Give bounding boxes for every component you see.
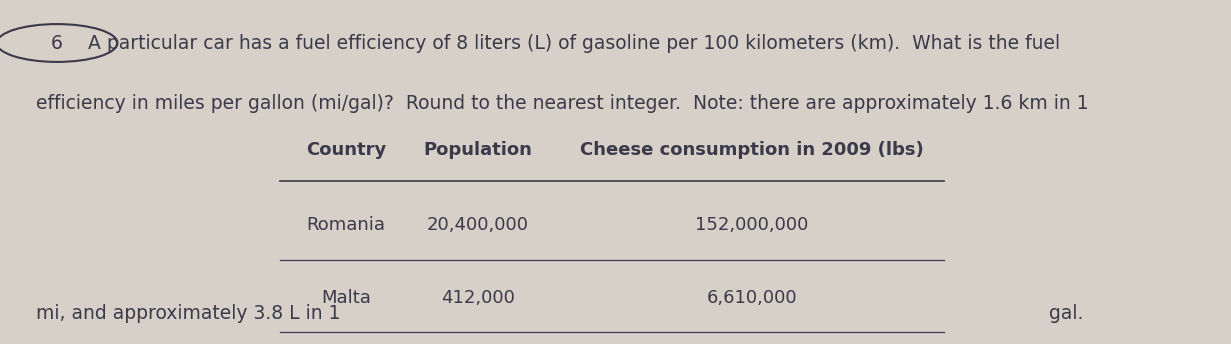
Text: 152,000,000: 152,000,000 <box>696 216 809 234</box>
Text: mi, and approximately 3.8 L in 1: mi, and approximately 3.8 L in 1 <box>36 303 341 323</box>
Text: 6: 6 <box>52 33 63 53</box>
Text: Country: Country <box>305 141 387 159</box>
Text: Cheese consumption in 2009 (lbs): Cheese consumption in 2009 (lbs) <box>580 141 924 159</box>
Text: Romania: Romania <box>307 216 385 234</box>
Text: gal.: gal. <box>1049 303 1083 323</box>
Text: 20,400,000: 20,400,000 <box>427 216 528 234</box>
Text: 412,000: 412,000 <box>441 289 515 307</box>
Text: efficiency in miles per gallon (mi/gal)?  Round to the nearest integer.  Note: t: efficiency in miles per gallon (mi/gal)?… <box>36 94 1089 113</box>
Text: Population: Population <box>423 141 532 159</box>
Text: Malta: Malta <box>321 289 371 307</box>
Text: 6,610,000: 6,610,000 <box>707 289 798 307</box>
Text: A particular car has a fuel efficiency of 8 liters (L) of gasoline per 100 kilom: A particular car has a fuel efficiency o… <box>82 33 1060 53</box>
